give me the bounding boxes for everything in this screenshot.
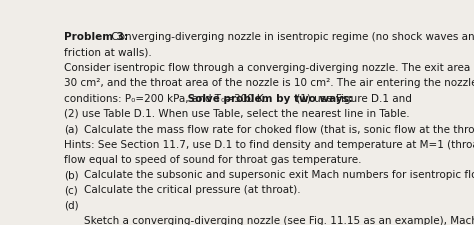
Text: Solve problem by two ways:: Solve problem by two ways:: [184, 93, 353, 103]
Text: Calculate the mass flow rate for choked flow (that is, sonic flow at the throat): Calculate the mass flow rate for choked …: [84, 124, 474, 134]
Text: Sketch a converging-diverging nozzle (see Fig. 11.15 as an example), Mach number: Sketch a converging-diverging nozzle (se…: [84, 215, 474, 225]
Text: (b): (b): [64, 169, 78, 179]
Text: Consider isentropic flow through a converging-diverging nozzle. The exit area of: Consider isentropic flow through a conve…: [64, 63, 474, 73]
Text: 30 cm², and the throat area of the nozzle is 10 cm². The air entering the nozzle: 30 cm², and the throat area of the nozzl…: [64, 78, 474, 88]
Text: Converging-diverging nozzle in isentropic regime (no shock waves and neglected: Converging-diverging nozzle in isentropi…: [108, 32, 474, 42]
Text: Calculate the critical pressure (at throat).: Calculate the critical pressure (at thro…: [84, 185, 301, 195]
Text: Calculate the subsonic and supersonic exit Mach numbers for isentropic flow.: Calculate the subsonic and supersonic ex…: [84, 169, 474, 179]
Text: (a): (a): [64, 124, 78, 134]
Text: Problem 3:: Problem 3:: [64, 32, 128, 42]
Text: friction at walls).: friction at walls).: [64, 47, 151, 57]
Text: (2) use Table D.1. When use Table, select the nearest line in Table.: (2) use Table D.1. When use Table, selec…: [64, 108, 409, 118]
Text: (c): (c): [64, 185, 77, 195]
Text: Hints: See Section 11.7, use D.1 to find density and temperature at M=1 (throat): Hints: See Section 11.7, use D.1 to find…: [64, 139, 474, 149]
Text: (1) use Figure D.1 and: (1) use Figure D.1 and: [293, 93, 412, 103]
Text: (d): (d): [64, 200, 78, 210]
Text: flow equal to speed of sound for throat gas temperature.: flow equal to speed of sound for throat …: [64, 154, 361, 164]
Text: conditions: P₀=200 kPa, and T₀=300 K.: conditions: P₀=200 kPa, and T₀=300 K.: [64, 93, 267, 103]
